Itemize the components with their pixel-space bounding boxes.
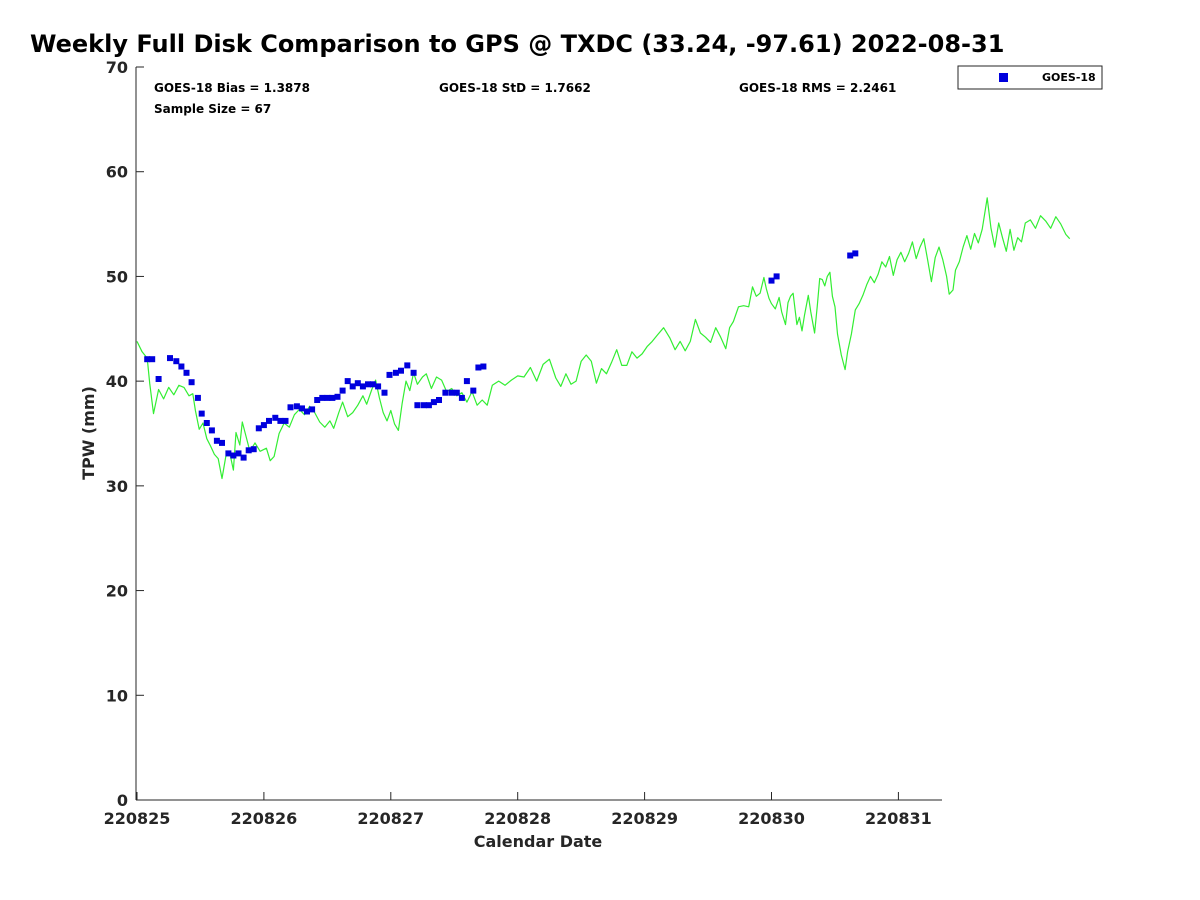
stat-std: GOES-18 StD = 1.7662 [439,81,591,95]
goes-18-point [453,389,460,396]
goes-18-point [847,252,854,259]
goes-18-point [425,402,432,409]
goes-18-point [178,363,185,370]
goes-18-point [277,417,284,424]
legend: GOES-18 [957,65,1103,90]
chart-title: Weekly Full Disk Comparison to GPS @ TXD… [30,30,1005,58]
goes-18-point [155,376,162,382]
goes-18-point [240,454,247,461]
goes-18-point [410,369,417,376]
goes-18-point [260,422,267,429]
goes-18-point [386,371,393,378]
legend-box [957,65,1103,90]
goes-18-point [329,394,336,401]
goes-18-point [339,387,346,394]
goes-18-point [272,414,279,421]
series-gps [136,197,1071,480]
legend-marker-goes-18 [999,73,1008,82]
goes-18-point [442,389,449,396]
goes-18-point [230,452,237,459]
y-tick-label: 50 [106,267,128,286]
goes-18-point [287,404,294,411]
goes-18-point [381,389,388,396]
y-tick-label: 0 [117,791,128,810]
y-ticks: 0 10 20 30 40 50 60 70 [106,58,144,810]
goes-18-point [359,383,366,390]
goes-18-point [282,417,289,424]
y-tick-label: 40 [106,372,128,391]
goes-18-point [768,277,775,284]
goes-18-point [420,402,427,409]
goes-18-point [470,387,477,394]
x-tick-label: 220825 [104,809,171,828]
goes-18-point [392,369,399,376]
y-tick-label: 70 [106,58,128,77]
goes-18-point [203,420,210,426]
goes-18-point [404,362,411,369]
goes-18-point [299,405,305,412]
x-tick-label: 220826 [231,809,298,828]
goes-18-point [319,394,326,401]
goes-18-point [188,379,195,386]
goes-18-point [448,389,455,396]
goes-18-point [430,399,437,406]
goes-18-point [304,408,310,415]
goes-18-point [194,394,201,401]
goes-18-point [213,437,220,444]
y-tick-label: 60 [106,163,128,182]
goes-18-point [167,355,173,362]
y-axis-title: TPW (mm) [79,386,98,480]
y-tick-label: 20 [106,582,128,601]
goes-18-point [480,363,487,370]
goes-18-point [852,250,859,257]
goes-18-point [183,369,190,376]
y-tick-label: 30 [106,477,128,496]
x-tick-label: 220831 [865,809,932,828]
goes-18-point [398,367,404,374]
goes-18-point [349,383,356,390]
goes-18-point [293,403,300,410]
goes-18-point [773,273,780,280]
x-axis-title: Calendar Date [474,832,603,851]
goes-18-point [245,447,252,454]
goes-18-point [309,406,316,413]
stat-bias: GOES-18 Bias = 1.3878 [154,81,310,95]
stat-rms: GOES-18 RMS = 2.2461 [739,81,896,95]
goes-18-point [334,393,341,400]
goes-18-point [436,397,442,403]
legend-label-goes-18: GOES-18 [1042,71,1096,84]
goes-18-point [219,439,225,446]
goes-18-point [365,381,371,388]
goes-18-point [173,358,180,365]
x-tick-label: 220827 [357,809,424,828]
goes-18-point [370,381,376,388]
goes-18-point [314,397,321,403]
goes-18-point [324,394,331,401]
x-tick-label: 220828 [484,809,551,828]
goes-18-point [255,425,262,432]
goes-18-point [414,402,421,409]
goes-18-point [208,427,215,434]
goes-18-point [354,380,361,387]
goes-18-point [250,446,257,453]
x-tick-label: 220830 [738,809,805,828]
goes-18-point [475,364,482,371]
goes-18-point [225,450,232,457]
goes-18-point [144,356,151,363]
x-tick-label: 220829 [611,809,678,828]
goes-18-point [235,450,242,457]
y-tick-label: 10 [106,686,128,705]
stat-sample-size: Sample Size = 67 [154,102,271,116]
goes-18-point [463,378,470,385]
goes-18-point [198,410,205,417]
goes-18-point [344,378,351,385]
series-goes-18 [144,250,859,461]
goes-18-point [375,383,382,390]
goes-18-point [458,394,465,401]
goes-18-point [266,417,272,424]
x-ticks: 220825 220826 220827 220828 220829 220830 2208… [104,792,932,828]
gps-line [136,197,1071,480]
goes-18-point [149,356,156,363]
